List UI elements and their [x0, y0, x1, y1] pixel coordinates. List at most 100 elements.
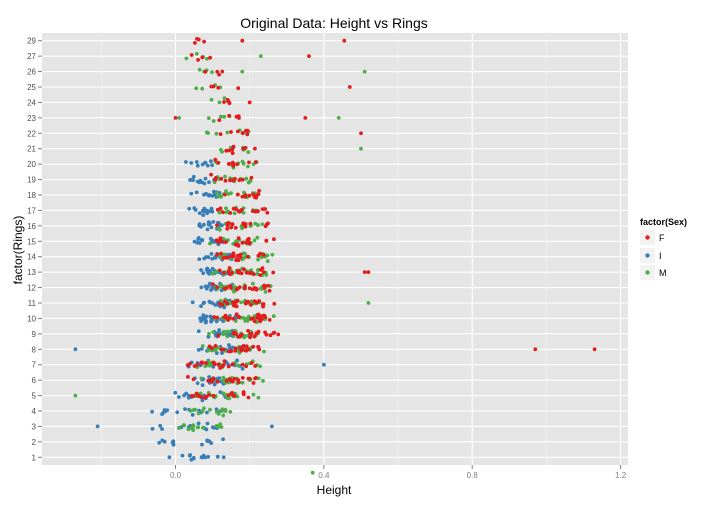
y-tick-label: 3 [32, 422, 37, 431]
data-point-m [222, 252, 227, 257]
y-tick-label: 19 [27, 176, 36, 185]
data-point-f [219, 347, 224, 352]
data-point-i [210, 256, 215, 261]
data-point-f [202, 39, 207, 44]
data-point-m [199, 376, 204, 381]
data-point-f [221, 363, 226, 367]
data-point-m [336, 116, 341, 120]
data-point-f [272, 237, 276, 242]
data-point-f [191, 377, 196, 382]
data-point-f [200, 360, 205, 365]
data-point-i [184, 391, 189, 396]
data-point-f [253, 160, 258, 164]
data-point-f [225, 226, 230, 231]
data-point-i [215, 376, 220, 381]
data-point-f [215, 252, 219, 257]
data-point-i [212, 382, 217, 387]
data-point-f [342, 38, 347, 43]
data-point-f [251, 381, 256, 385]
data-point-f [236, 209, 241, 214]
data-point-i [158, 423, 163, 428]
data-point-m [177, 425, 181, 430]
data-point-f [271, 270, 276, 275]
data-point-i [210, 194, 215, 198]
data-point-f [228, 211, 233, 215]
data-point-m [221, 375, 226, 380]
data-point-i [189, 161, 194, 165]
data-point-f [255, 316, 259, 320]
data-point-i [220, 223, 224, 228]
data-point-f [217, 72, 222, 77]
data-point-i [201, 271, 206, 275]
data-point-m [219, 114, 223, 119]
y-tick-label: 21 [27, 145, 36, 154]
data-point-f [220, 303, 225, 307]
y-tick-label: 7 [32, 361, 37, 370]
data-point-m [219, 147, 223, 152]
data-point-m [239, 300, 244, 305]
data-point-f [240, 38, 245, 43]
data-point-f [267, 318, 272, 322]
data-point-f [191, 394, 196, 398]
data-point-f [236, 236, 241, 241]
data-point-m [218, 227, 222, 232]
data-point-m [215, 191, 220, 195]
data-point-m [207, 331, 211, 336]
data-point-f [226, 393, 231, 398]
data-point-f [248, 332, 253, 336]
data-point-f [261, 313, 266, 318]
data-point-f [268, 333, 273, 338]
data-point-f [230, 254, 235, 259]
data-point-m [224, 189, 228, 194]
data-point-f [217, 118, 222, 122]
data-point-i [199, 285, 204, 290]
data-point-i [208, 236, 213, 241]
data-point-m [270, 252, 275, 257]
data-point-f [220, 239, 224, 244]
data-point-f [267, 288, 272, 293]
data-point-m [256, 395, 261, 400]
data-point-m [205, 56, 209, 61]
y-tick-label: 11 [28, 299, 37, 308]
data-point-i [191, 174, 196, 179]
data-point-f [261, 270, 266, 275]
y-tick-label: 16 [27, 222, 36, 231]
chart-title: Original Data: Height vs Rings [240, 15, 428, 31]
data-point-i [150, 426, 155, 431]
data-point-i [221, 455, 226, 460]
data-point-f [215, 285, 219, 290]
data-point-m [214, 131, 219, 136]
data-point-i [189, 191, 194, 196]
legend-key-i [645, 253, 650, 258]
data-point-i [203, 176, 208, 181]
data-point-f [247, 193, 252, 198]
data-point-i [198, 178, 203, 183]
data-point-m [206, 116, 211, 120]
data-point-f [254, 331, 259, 336]
data-point-i [209, 159, 213, 164]
data-point-f [247, 242, 252, 246]
y-tick-label: 5 [32, 392, 37, 401]
data-point-m [246, 150, 251, 155]
data-point-i [204, 319, 209, 323]
data-point-f [222, 100, 226, 104]
data-point-m [234, 239, 239, 244]
data-point-m [202, 406, 206, 411]
data-point-m [210, 271, 215, 276]
data-point-f [230, 270, 235, 275]
data-point-m [262, 349, 266, 354]
data-point-i [201, 301, 206, 305]
y-tick-label: 1 [32, 453, 37, 462]
data-point-m [256, 223, 260, 228]
data-point-i [270, 424, 274, 429]
data-point-i [196, 236, 201, 240]
data-point-m [252, 238, 257, 243]
x-tick-label: 0.8 [467, 471, 479, 480]
data-point-f [244, 344, 249, 349]
data-point-m [201, 425, 205, 430]
data-point-i [200, 442, 204, 447]
data-point-m [208, 407, 212, 412]
data-point-f [244, 364, 249, 369]
data-point-f [237, 380, 241, 385]
